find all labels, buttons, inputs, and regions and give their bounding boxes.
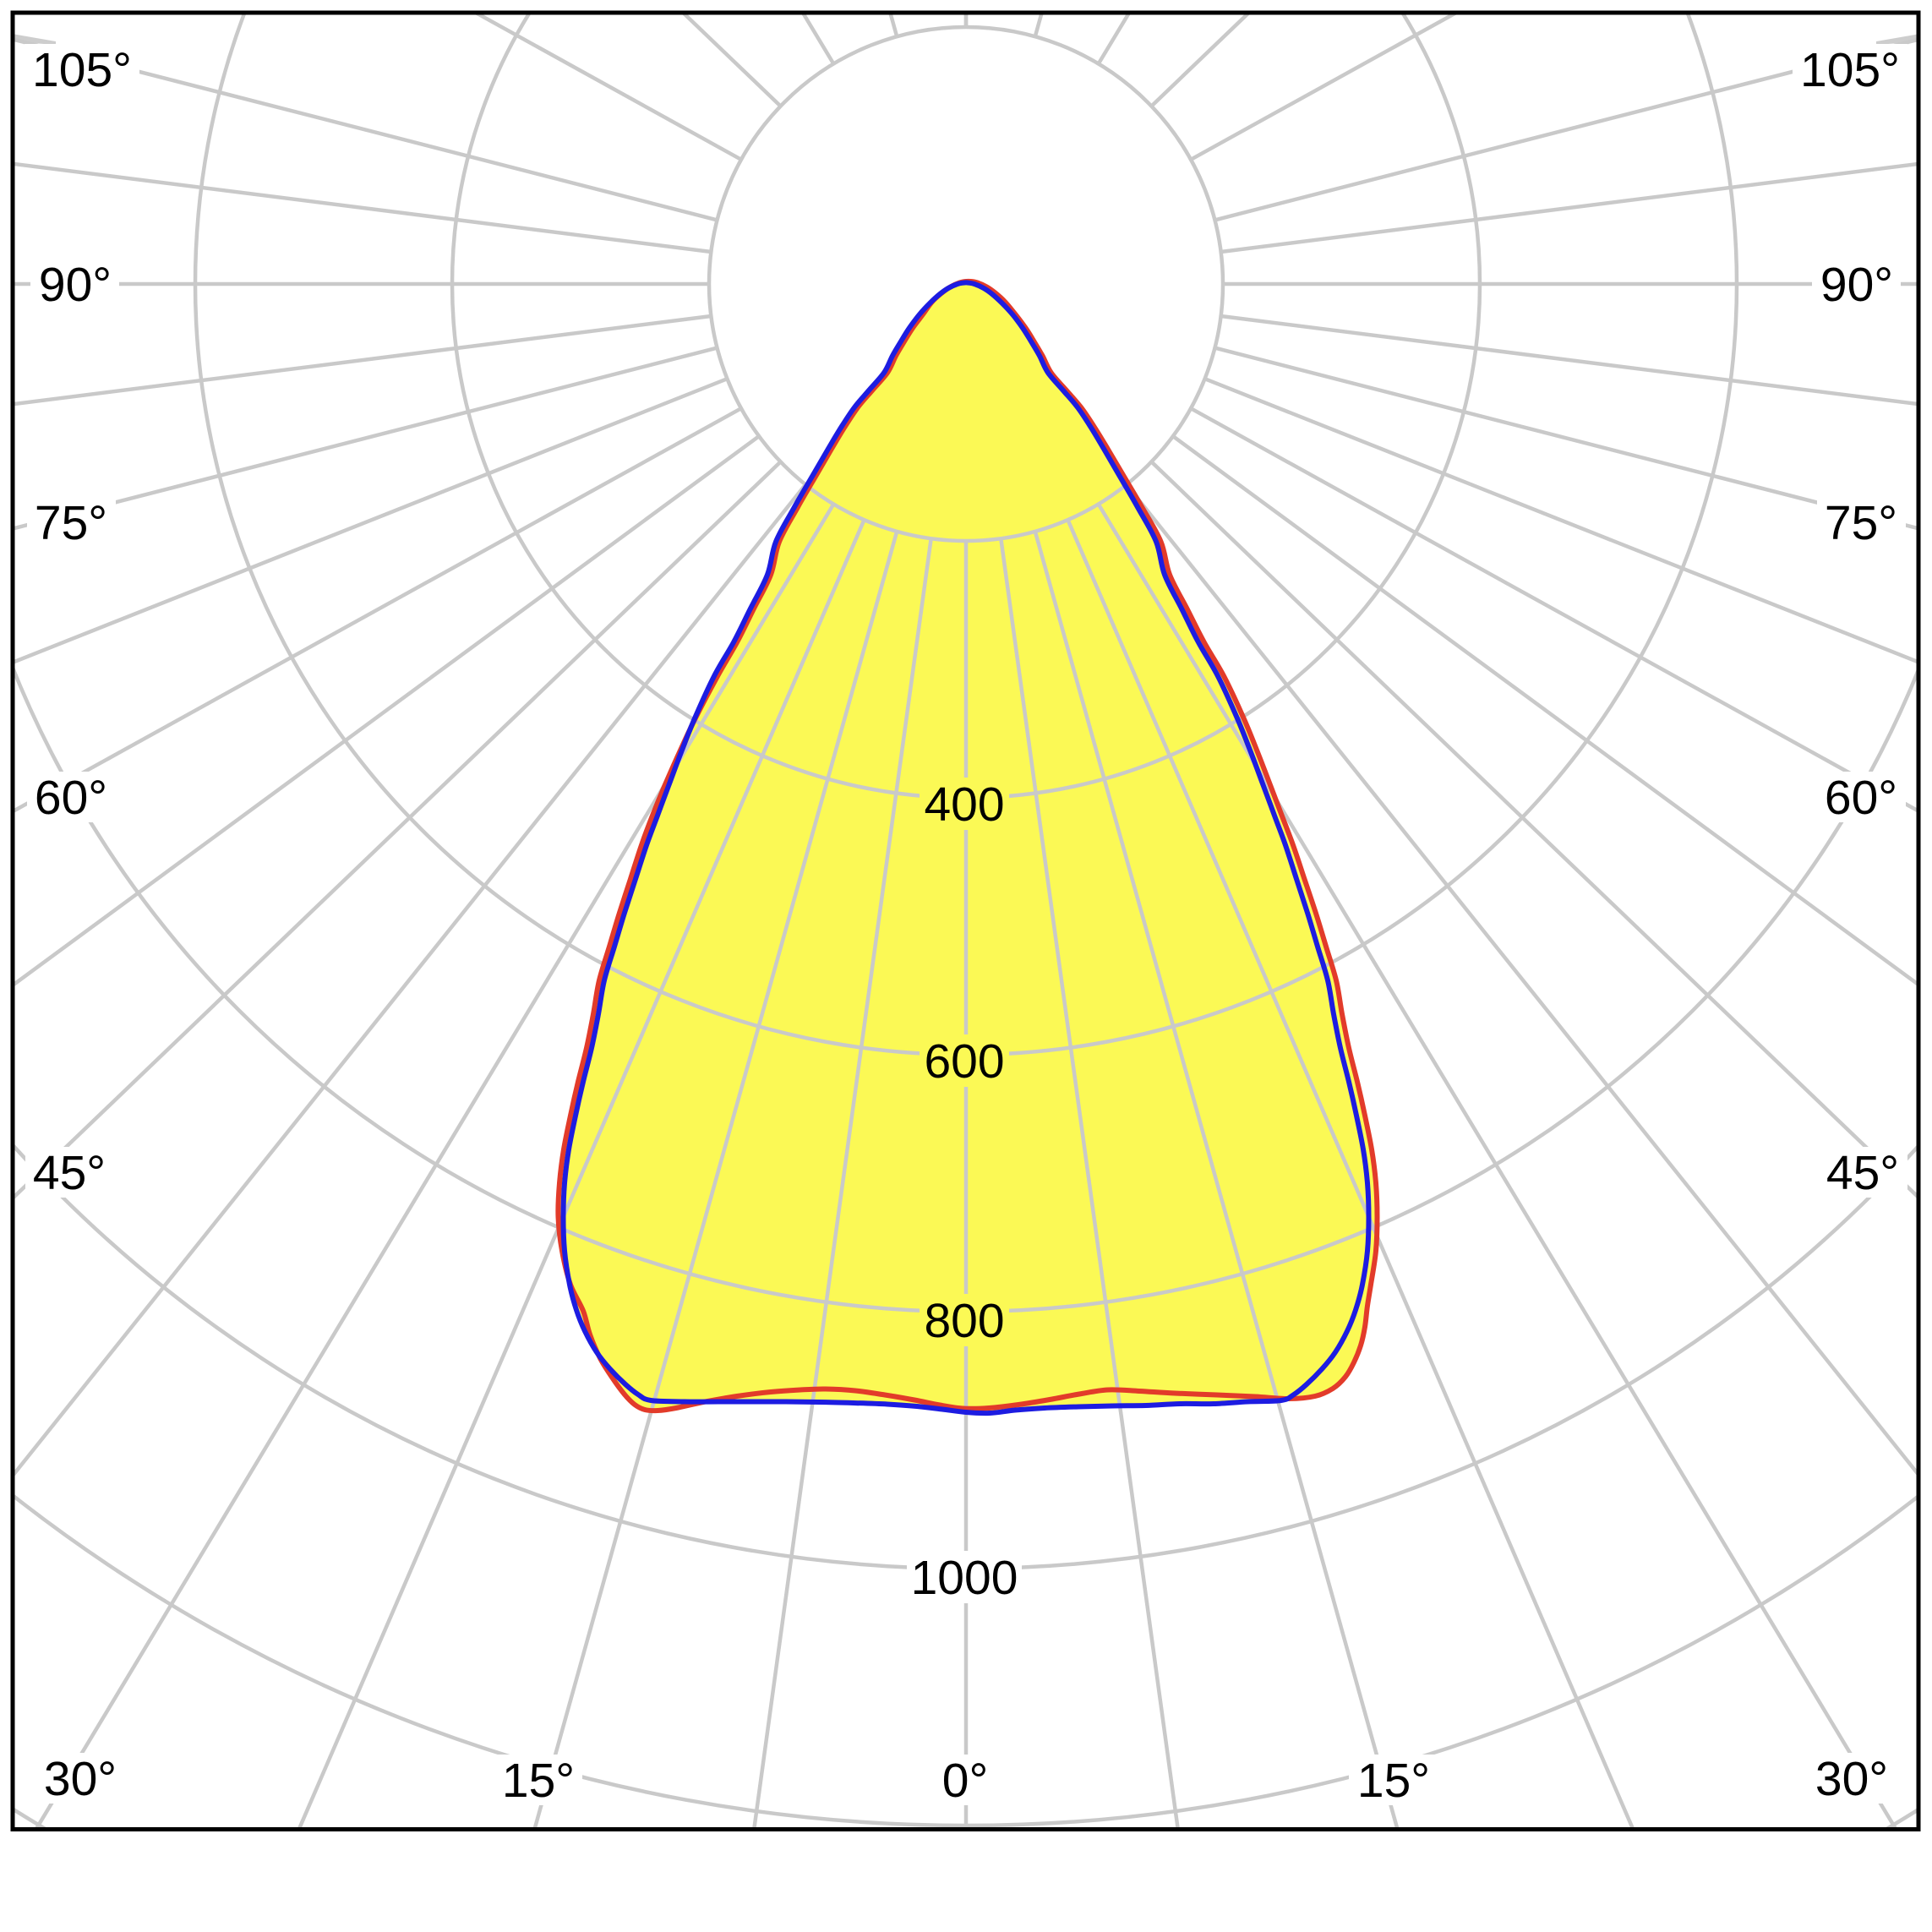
svg-text:800: 800: [924, 1294, 1004, 1348]
svg-text:75°: 75°: [1825, 496, 1897, 550]
svg-text:600: 600: [924, 1034, 1004, 1089]
svg-text:105°: 105°: [32, 43, 132, 97]
svg-text:60°: 60°: [35, 771, 107, 825]
svg-text:30°: 30°: [44, 1752, 117, 1806]
svg-text:90°: 90°: [39, 258, 112, 312]
svg-text:0°: 0°: [942, 1754, 989, 1808]
svg-text:45°: 45°: [33, 1146, 106, 1200]
svg-text:45°: 45°: [1826, 1146, 1899, 1200]
svg-text:105°: 105°: [1800, 43, 1900, 97]
svg-text:30°: 30°: [1815, 1752, 1888, 1806]
svg-text:15°: 15°: [1357, 1754, 1430, 1808]
svg-text:75°: 75°: [35, 496, 107, 550]
svg-text:60°: 60°: [1825, 771, 1897, 825]
svg-text:90°: 90°: [1820, 258, 1893, 312]
svg-text:400: 400: [924, 778, 1004, 832]
svg-text:15°: 15°: [502, 1754, 575, 1808]
svg-text:1000: 1000: [911, 1551, 1018, 1605]
